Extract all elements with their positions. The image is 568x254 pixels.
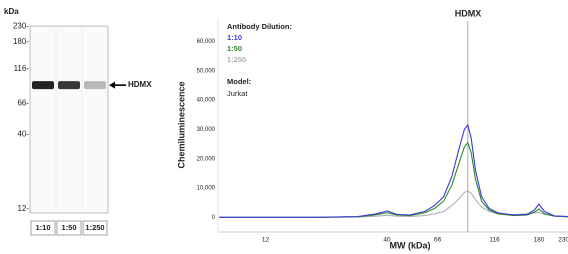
band xyxy=(32,81,54,89)
x-axis-label: MW (kDa) xyxy=(390,240,431,250)
legend-entry: 1:10 xyxy=(227,33,242,42)
y-tick-label: 50,000 xyxy=(197,68,216,74)
series-line xyxy=(219,125,568,217)
lane-label: 1:250 xyxy=(85,223,104,232)
y-tick-label: 20,000 xyxy=(197,156,216,162)
y-tick-label: 40,000 xyxy=(197,98,216,104)
y-axis-label: Chemiluminescence xyxy=(176,81,186,168)
x-tick-label: 12 xyxy=(262,237,270,244)
x-tick-label: 230 xyxy=(558,237,568,244)
legend-entry: 1:50 xyxy=(227,44,242,53)
band xyxy=(58,81,80,89)
lane-label: 1:10 xyxy=(35,223,50,232)
ladder-label: 66- xyxy=(17,99,29,108)
series-line xyxy=(219,143,568,218)
y-tick-label: 0 xyxy=(212,215,216,221)
y-tick-label: 60,000 xyxy=(197,39,216,45)
x-tick-label: 66 xyxy=(434,237,442,244)
figure: kDa HDMX MW (kDa) Chemiluminescence Anti… xyxy=(0,0,568,254)
model-name: Jurkat xyxy=(227,89,248,98)
arrow-head xyxy=(109,82,115,89)
legend-entry: 1:250 xyxy=(227,55,246,64)
band-label: HDMX xyxy=(128,80,152,89)
x-tick-label: 40 xyxy=(383,237,391,244)
ladder-label: 40- xyxy=(17,130,29,139)
ladder-label: 116- xyxy=(14,64,30,73)
y-tick-label: 10,000 xyxy=(197,186,216,192)
y-tick-label: 30,000 xyxy=(197,127,216,133)
lane xyxy=(83,27,107,212)
ladder-label: 180- xyxy=(13,37,29,46)
peak-title: HDMX xyxy=(455,8,482,18)
lane xyxy=(31,27,55,212)
x-tick-label: 180 xyxy=(534,237,545,244)
lane xyxy=(57,27,81,212)
ladder-label: 230- xyxy=(13,22,29,31)
lane-label: 1:50 xyxy=(61,223,76,232)
model-label: Model: xyxy=(227,77,251,86)
ladder-label: 12- xyxy=(17,204,29,213)
legend-title: Antibody Dilution: xyxy=(227,22,292,31)
blot-unit: kDa xyxy=(4,7,19,16)
x-tick-label: 116 xyxy=(489,237,500,244)
band xyxy=(84,81,106,89)
